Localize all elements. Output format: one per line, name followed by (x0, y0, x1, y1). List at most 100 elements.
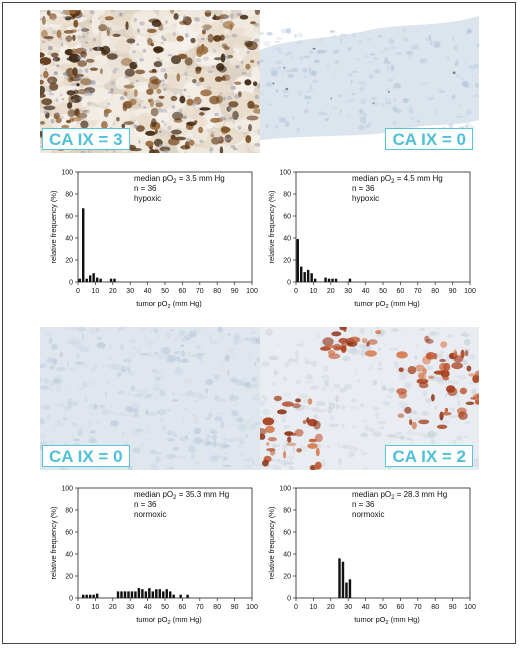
tissue-texture (216, 136, 222, 142)
tissue-texture (302, 399, 308, 404)
tissue-texture (163, 88, 167, 91)
tissue-texture (40, 65, 65, 87)
x-axis-label: tumor pO2 (mm Hg) (354, 615, 420, 626)
tissue-texture (235, 380, 244, 386)
tissue-texture (222, 137, 229, 142)
tissue-texture (412, 431, 418, 436)
tissue-texture (64, 16, 72, 21)
tissue-texture (302, 405, 308, 410)
tissue-texture (306, 417, 310, 424)
tissue-texture (224, 134, 232, 143)
tissue-texture (474, 370, 479, 378)
tissue-texture (71, 48, 78, 55)
tissue-texture (138, 57, 145, 62)
tissue-texture (41, 431, 45, 439)
tissue-texture (317, 49, 326, 54)
tissue-texture (260, 400, 266, 407)
tissue-texture (234, 81, 242, 85)
chart-svg: 0 20 40 60 80 100 0 10 20 30 40 50 60 70 80 90 100 tumor … (49, 170, 258, 311)
tissue-texture (246, 50, 251, 54)
x-axis-label: tumor pO2 (mm Hg) (136, 615, 202, 626)
tissue-texture (353, 446, 359, 452)
histogram-bar (109, 278, 113, 282)
tissue-texture (304, 108, 309, 114)
x-tick-label: 100 (464, 604, 476, 611)
tissue-texture (156, 57, 160, 60)
x-tick-label: 60 (179, 604, 187, 611)
tissue-texture (95, 328, 100, 332)
tissue-texture (198, 392, 204, 400)
tissue-texture (89, 47, 93, 52)
tissue-texture (215, 421, 218, 424)
tissue-texture (210, 131, 215, 135)
tissue-texture (89, 411, 97, 416)
tissue-texture (255, 337, 260, 345)
tissue-texture (136, 43, 140, 46)
tissue-texture (71, 83, 77, 86)
tissue-texture (40, 74, 43, 78)
tissue-texture (136, 347, 143, 354)
tissue-texture (124, 68, 135, 77)
tissue-texture (118, 327, 128, 330)
tissue-texture (219, 442, 228, 449)
x-tick-label: 90 (231, 288, 239, 295)
tissue-texture (45, 67, 48, 71)
tissue-texture (436, 327, 441, 329)
x-tick-label: 0 (294, 604, 298, 611)
tissue-texture (427, 96, 434, 101)
tissue-texture (253, 108, 260, 114)
y-tick-label: 60 (283, 530, 291, 537)
tissue-texture (346, 113, 352, 118)
tissue-texture (172, 111, 183, 121)
tissue-texture (304, 361, 313, 365)
tissue-texture (416, 119, 420, 124)
tissue-texture (393, 98, 397, 102)
tissue-texture (302, 419, 307, 425)
tissue-texture (221, 116, 226, 120)
tissue-texture (277, 65, 282, 70)
tissue-texture (207, 33, 214, 43)
tissue-texture (474, 94, 479, 98)
tissue-texture (76, 83, 80, 87)
tissue-texture (308, 50, 314, 55)
tissue-texture (446, 385, 456, 393)
tissue-texture (375, 412, 379, 420)
tissue-texture (464, 421, 471, 425)
tissue-texture (119, 12, 123, 17)
tissue-texture (245, 381, 251, 388)
tissue-texture (229, 13, 234, 19)
tissue-texture (81, 333, 85, 341)
histogram-bar (85, 594, 88, 598)
tissue-texture (233, 85, 236, 90)
tissue-texture (106, 380, 109, 384)
tissue-texture (82, 48, 87, 52)
tissue-texture (91, 13, 101, 35)
tissue-texture (196, 58, 202, 63)
tissue-texture (338, 388, 347, 393)
tissue-texture (388, 347, 399, 351)
tissue-texture (254, 10, 260, 15)
tissue-texture (123, 84, 135, 89)
x-tick-label: 20 (327, 604, 335, 611)
tissue-texture (144, 339, 154, 346)
tissue-texture (455, 115, 463, 118)
tissue-texture (169, 10, 175, 15)
tissue-texture (182, 115, 187, 120)
y-tick-label: 40 (65, 552, 73, 559)
tissue-texture (73, 19, 79, 28)
tissue-texture (239, 440, 245, 445)
tissue-texture (398, 373, 408, 381)
tissue-texture (235, 65, 240, 69)
tissue-texture (433, 41, 441, 46)
tissue-texture (372, 380, 378, 386)
tissue-texture (275, 47, 282, 51)
histogram-bar (151, 591, 155, 598)
tissue-texture (52, 16, 56, 22)
tissue-texture (406, 429, 413, 436)
tissue-texture (131, 428, 142, 436)
histogram-bar (137, 588, 141, 598)
tissue-texture (55, 98, 59, 102)
tissue-texture (359, 116, 367, 120)
tissue-texture (454, 374, 459, 378)
tissue-texture (282, 95, 289, 98)
